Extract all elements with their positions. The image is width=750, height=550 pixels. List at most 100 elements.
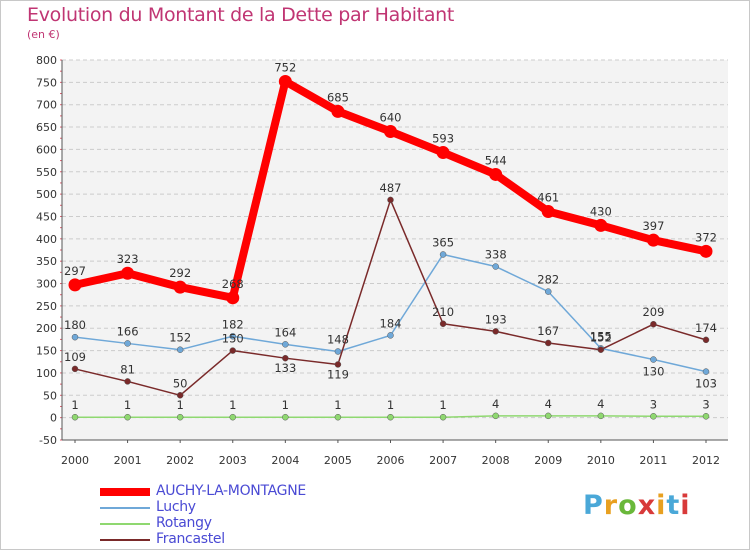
data-label: 1 <box>124 398 131 412</box>
data-label: 752 <box>274 60 296 74</box>
data-point <box>387 332 394 339</box>
data-point <box>124 340 131 347</box>
data-label: 193 <box>485 312 507 326</box>
data-label: 1 <box>387 398 394 412</box>
y-tick-label: 650 <box>36 121 57 134</box>
data-point <box>278 74 292 88</box>
chart-title: Evolution du Montant de la Dette par Hab… <box>27 4 455 26</box>
y-tick-label: 250 <box>36 300 57 313</box>
data-point <box>176 392 184 399</box>
logo-letter: r <box>603 490 619 521</box>
data-point <box>702 368 710 375</box>
y-tick-label: 100 <box>36 367 57 380</box>
data-point <box>545 288 552 295</box>
y-tick-label: -50 <box>39 434 57 447</box>
data-point <box>646 233 660 247</box>
data-point <box>387 196 394 204</box>
data-label: 430 <box>590 204 612 218</box>
proxiti-logo: Proxiti <box>583 490 691 521</box>
data-label: 397 <box>642 219 664 233</box>
y-tick-label: 0 <box>50 412 57 425</box>
data-label: 210 <box>432 305 454 319</box>
data-point <box>334 348 342 355</box>
data-label: 174 <box>695 321 717 335</box>
data-label: 81 <box>120 362 135 376</box>
legend-label-rotangy: Rotangy <box>156 515 212 531</box>
x-tick-label: 2011 <box>639 454 667 467</box>
y-tick-label: 500 <box>36 188 57 201</box>
data-point <box>334 413 342 421</box>
data-label: 4 <box>492 397 499 411</box>
data-label: 292 <box>169 266 191 280</box>
data-label: 103 <box>695 377 717 391</box>
y-tick-label: 750 <box>36 76 57 89</box>
data-label: 184 <box>380 316 402 330</box>
data-point <box>541 205 555 219</box>
data-point <box>439 251 447 258</box>
data-point <box>68 278 82 292</box>
chart-subtitle: (en €) <box>27 28 60 41</box>
data-point <box>439 320 447 328</box>
data-label: 164 <box>274 325 296 339</box>
data-label: 182 <box>222 317 244 331</box>
y-tick-label: 600 <box>36 143 57 156</box>
data-label: 3 <box>650 397 657 411</box>
data-label: 148 <box>327 332 349 346</box>
y-tick-label: 300 <box>36 278 57 291</box>
data-point <box>492 412 499 420</box>
y-tick-label: 800 <box>36 54 57 67</box>
data-point <box>436 146 450 160</box>
data-point <box>545 339 552 347</box>
x-tick-label: 2007 <box>429 454 457 467</box>
x-tick-label: 2010 <box>587 454 615 467</box>
data-label: 1 <box>71 398 78 412</box>
data-label: 3 <box>702 397 709 411</box>
logo-letter: x <box>637 490 657 521</box>
legend-swatch-luchy <box>100 507 150 509</box>
data-label: 180 <box>64 318 86 332</box>
y-tick-label: 450 <box>36 210 57 223</box>
data-label: 372 <box>695 230 717 244</box>
y-tick-label: 550 <box>36 166 57 179</box>
data-label: 640 <box>380 111 402 125</box>
data-label: 1 <box>229 398 236 412</box>
data-label: 4 <box>597 397 604 411</box>
data-label: 167 <box>537 324 559 338</box>
data-point <box>439 413 447 421</box>
x-tick-label: 2009 <box>534 454 562 467</box>
data-label: 297 <box>64 264 86 278</box>
y-tick-label: 350 <box>36 255 57 268</box>
legend-swatch-rotangy <box>100 523 150 525</box>
data-point <box>545 412 552 420</box>
data-point <box>650 320 657 328</box>
y-tick-label: 400 <box>36 233 57 246</box>
data-label: 209 <box>642 305 664 319</box>
data-label: 150 <box>222 332 244 346</box>
data-label: 152 <box>169 331 191 345</box>
data-point <box>71 413 79 421</box>
y-tick-label: 200 <box>36 322 57 335</box>
data-label: 487 <box>380 181 402 195</box>
data-label: 282 <box>537 273 559 287</box>
legend-label-auchy: AUCHY-LA-MONTAGNE <box>156 483 306 499</box>
data-point <box>331 104 345 118</box>
data-point <box>229 347 236 354</box>
data-label: 365 <box>432 235 454 249</box>
data-point <box>702 413 710 420</box>
data-label: 1 <box>282 398 289 412</box>
data-label: 1 <box>177 398 184 412</box>
data-point <box>124 378 131 385</box>
legend-swatch-francastel <box>100 539 150 541</box>
data-label: 461 <box>537 191 559 205</box>
y-tick-label: 150 <box>36 345 57 358</box>
y-tick-label: 50 <box>43 389 57 402</box>
data-point <box>594 218 608 232</box>
data-point <box>489 167 503 181</box>
logo-letter: P <box>583 490 604 521</box>
data-point <box>71 365 79 373</box>
data-label: 544 <box>485 153 507 167</box>
data-label: 338 <box>485 248 507 262</box>
x-tick-label: 2005 <box>324 454 352 467</box>
x-tick-label: 2000 <box>61 454 89 467</box>
